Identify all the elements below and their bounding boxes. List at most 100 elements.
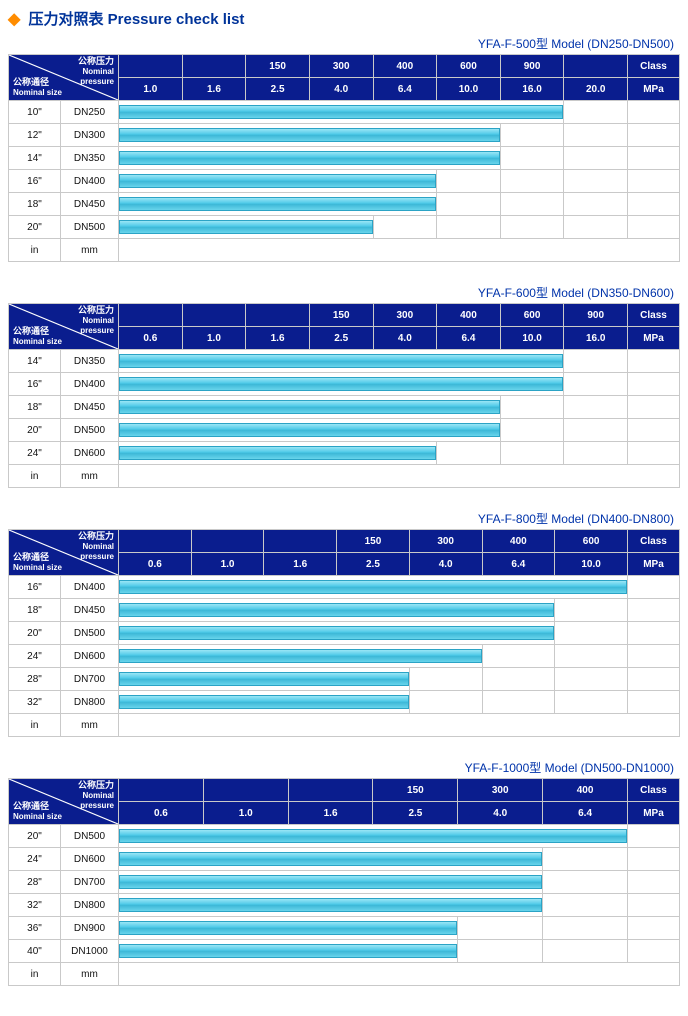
empty-cell bbox=[555, 668, 628, 691]
unit-mm-cell: mm bbox=[61, 239, 119, 262]
table-row: 32"DN800 bbox=[9, 691, 680, 714]
mpa-header-cell: 16.0 bbox=[500, 78, 564, 101]
empty-cell bbox=[628, 622, 680, 645]
mpa-header-cell: 1.6 bbox=[264, 553, 337, 576]
size-dn-cell: DN250 bbox=[61, 101, 119, 124]
table-row: 20"DN500 bbox=[9, 419, 680, 442]
empty-cell bbox=[628, 576, 680, 599]
empty-cell bbox=[564, 373, 628, 396]
bar-cell bbox=[119, 373, 564, 396]
empty-cell bbox=[628, 350, 680, 373]
pressure-bar bbox=[119, 898, 542, 912]
diag-header: 公称压力Nominalpressure公称通径Nominal size bbox=[9, 530, 119, 576]
mpa-header-cell: 1.0 bbox=[182, 327, 246, 350]
pressure-bar bbox=[119, 944, 457, 958]
table-row: 24"DN600 bbox=[9, 442, 680, 465]
size-in-cell: 18" bbox=[9, 193, 61, 216]
table-row: 36"DN900 bbox=[9, 917, 680, 940]
empty-cell bbox=[628, 894, 680, 917]
bar-cell bbox=[119, 917, 458, 940]
empty-cell bbox=[458, 940, 543, 963]
pressure-bar bbox=[119, 672, 409, 686]
mpa-header-cell: 6.4 bbox=[373, 78, 437, 101]
mpa-header-cell: MPa bbox=[628, 553, 680, 576]
table-row: 18"DN450 bbox=[9, 396, 680, 419]
table-row: 20"DN500 bbox=[9, 825, 680, 848]
bar-cell bbox=[119, 396, 501, 419]
mpa-header-cell: 2.5 bbox=[373, 802, 458, 825]
mpa-header-cell: 6.4 bbox=[543, 802, 628, 825]
class-header-cell: 400 bbox=[373, 55, 437, 78]
class-header-cell bbox=[182, 55, 246, 78]
pressure-bar bbox=[119, 626, 554, 640]
pressure-bar bbox=[119, 151, 500, 165]
class-header-cell: 150 bbox=[337, 530, 410, 553]
pressure-bar bbox=[119, 875, 542, 889]
size-in-cell: 24" bbox=[9, 645, 61, 668]
size-dn-cell: DN700 bbox=[61, 871, 119, 894]
size-dn-cell: DN400 bbox=[61, 373, 119, 396]
mpa-header-cell: 1.6 bbox=[288, 802, 373, 825]
pressure-bar bbox=[119, 446, 436, 460]
empty-cell bbox=[628, 147, 680, 170]
empty-cell bbox=[628, 917, 680, 940]
table-row: 28"DN700 bbox=[9, 871, 680, 894]
bar-cell bbox=[119, 442, 437, 465]
class-header-cell: 900 bbox=[500, 55, 564, 78]
mpa-header-cell: 1.6 bbox=[182, 78, 246, 101]
empty-cell bbox=[628, 871, 680, 894]
size-in-cell: 40" bbox=[9, 940, 61, 963]
data-table: 公称压力Nominalpressure公称通径Nominal size15030… bbox=[8, 529, 680, 737]
empty-cell bbox=[628, 396, 680, 419]
pressure-bar bbox=[119, 852, 542, 866]
size-dn-cell: DN700 bbox=[61, 668, 119, 691]
size-in-cell: 18" bbox=[9, 599, 61, 622]
empty-cell bbox=[628, 599, 680, 622]
class-header-cell bbox=[264, 530, 337, 553]
empty-cell bbox=[564, 419, 628, 442]
mpa-header-cell: 2.5 bbox=[309, 327, 373, 350]
table-row: 16"DN400 bbox=[9, 576, 680, 599]
mpa-header-cell: 1.0 bbox=[191, 553, 264, 576]
empty-cell bbox=[628, 668, 680, 691]
size-in-cell: 16" bbox=[9, 576, 61, 599]
size-dn-cell: DN350 bbox=[61, 350, 119, 373]
size-dn-cell: DN400 bbox=[61, 576, 119, 599]
size-in-cell: 24" bbox=[9, 442, 61, 465]
diag-header: 公称压力Nominalpressure公称通径Nominal size bbox=[9, 779, 119, 825]
size-dn-cell: DN450 bbox=[61, 193, 119, 216]
empty-cell bbox=[564, 396, 628, 419]
class-header-cell: 300 bbox=[373, 304, 437, 327]
pressure-bar bbox=[119, 174, 436, 188]
pressure-bar bbox=[119, 220, 373, 234]
bar-cell bbox=[119, 124, 501, 147]
class-header-cell bbox=[119, 304, 183, 327]
pressure-bar bbox=[119, 400, 500, 414]
empty-cell bbox=[500, 170, 564, 193]
data-table: 公称压力Nominalpressure公称通径Nominal size15030… bbox=[8, 778, 680, 986]
pressure-table: YFA-F-1000型 Model (DN500-DN1000)公称压力Nomi… bbox=[8, 759, 680, 986]
empty-cell bbox=[543, 917, 628, 940]
class-header-cell: 150 bbox=[246, 55, 310, 78]
class-header-cell bbox=[119, 530, 192, 553]
mpa-header-cell: 0.6 bbox=[119, 327, 183, 350]
data-table: 公称压力Nominalpressure公称通径Nominal size15030… bbox=[8, 54, 680, 262]
class-header-cell bbox=[191, 530, 264, 553]
empty-cell bbox=[482, 668, 555, 691]
mpa-header-cell: MPa bbox=[628, 78, 680, 101]
size-dn-cell: DN400 bbox=[61, 170, 119, 193]
table-row: 16"DN400 bbox=[9, 373, 680, 396]
size-dn-cell: DN600 bbox=[61, 442, 119, 465]
mpa-header-cell: 4.0 bbox=[373, 327, 437, 350]
class-header-cell bbox=[119, 55, 183, 78]
empty-cell bbox=[119, 465, 680, 488]
empty-cell bbox=[628, 193, 680, 216]
size-dn-cell: DN300 bbox=[61, 124, 119, 147]
pressure-bar bbox=[119, 649, 482, 663]
empty-cell bbox=[409, 691, 482, 714]
empty-cell bbox=[564, 124, 628, 147]
size-in-cell: 20" bbox=[9, 622, 61, 645]
empty-cell bbox=[628, 373, 680, 396]
class-header-cell bbox=[203, 779, 288, 802]
size-dn-cell: DN900 bbox=[61, 917, 119, 940]
